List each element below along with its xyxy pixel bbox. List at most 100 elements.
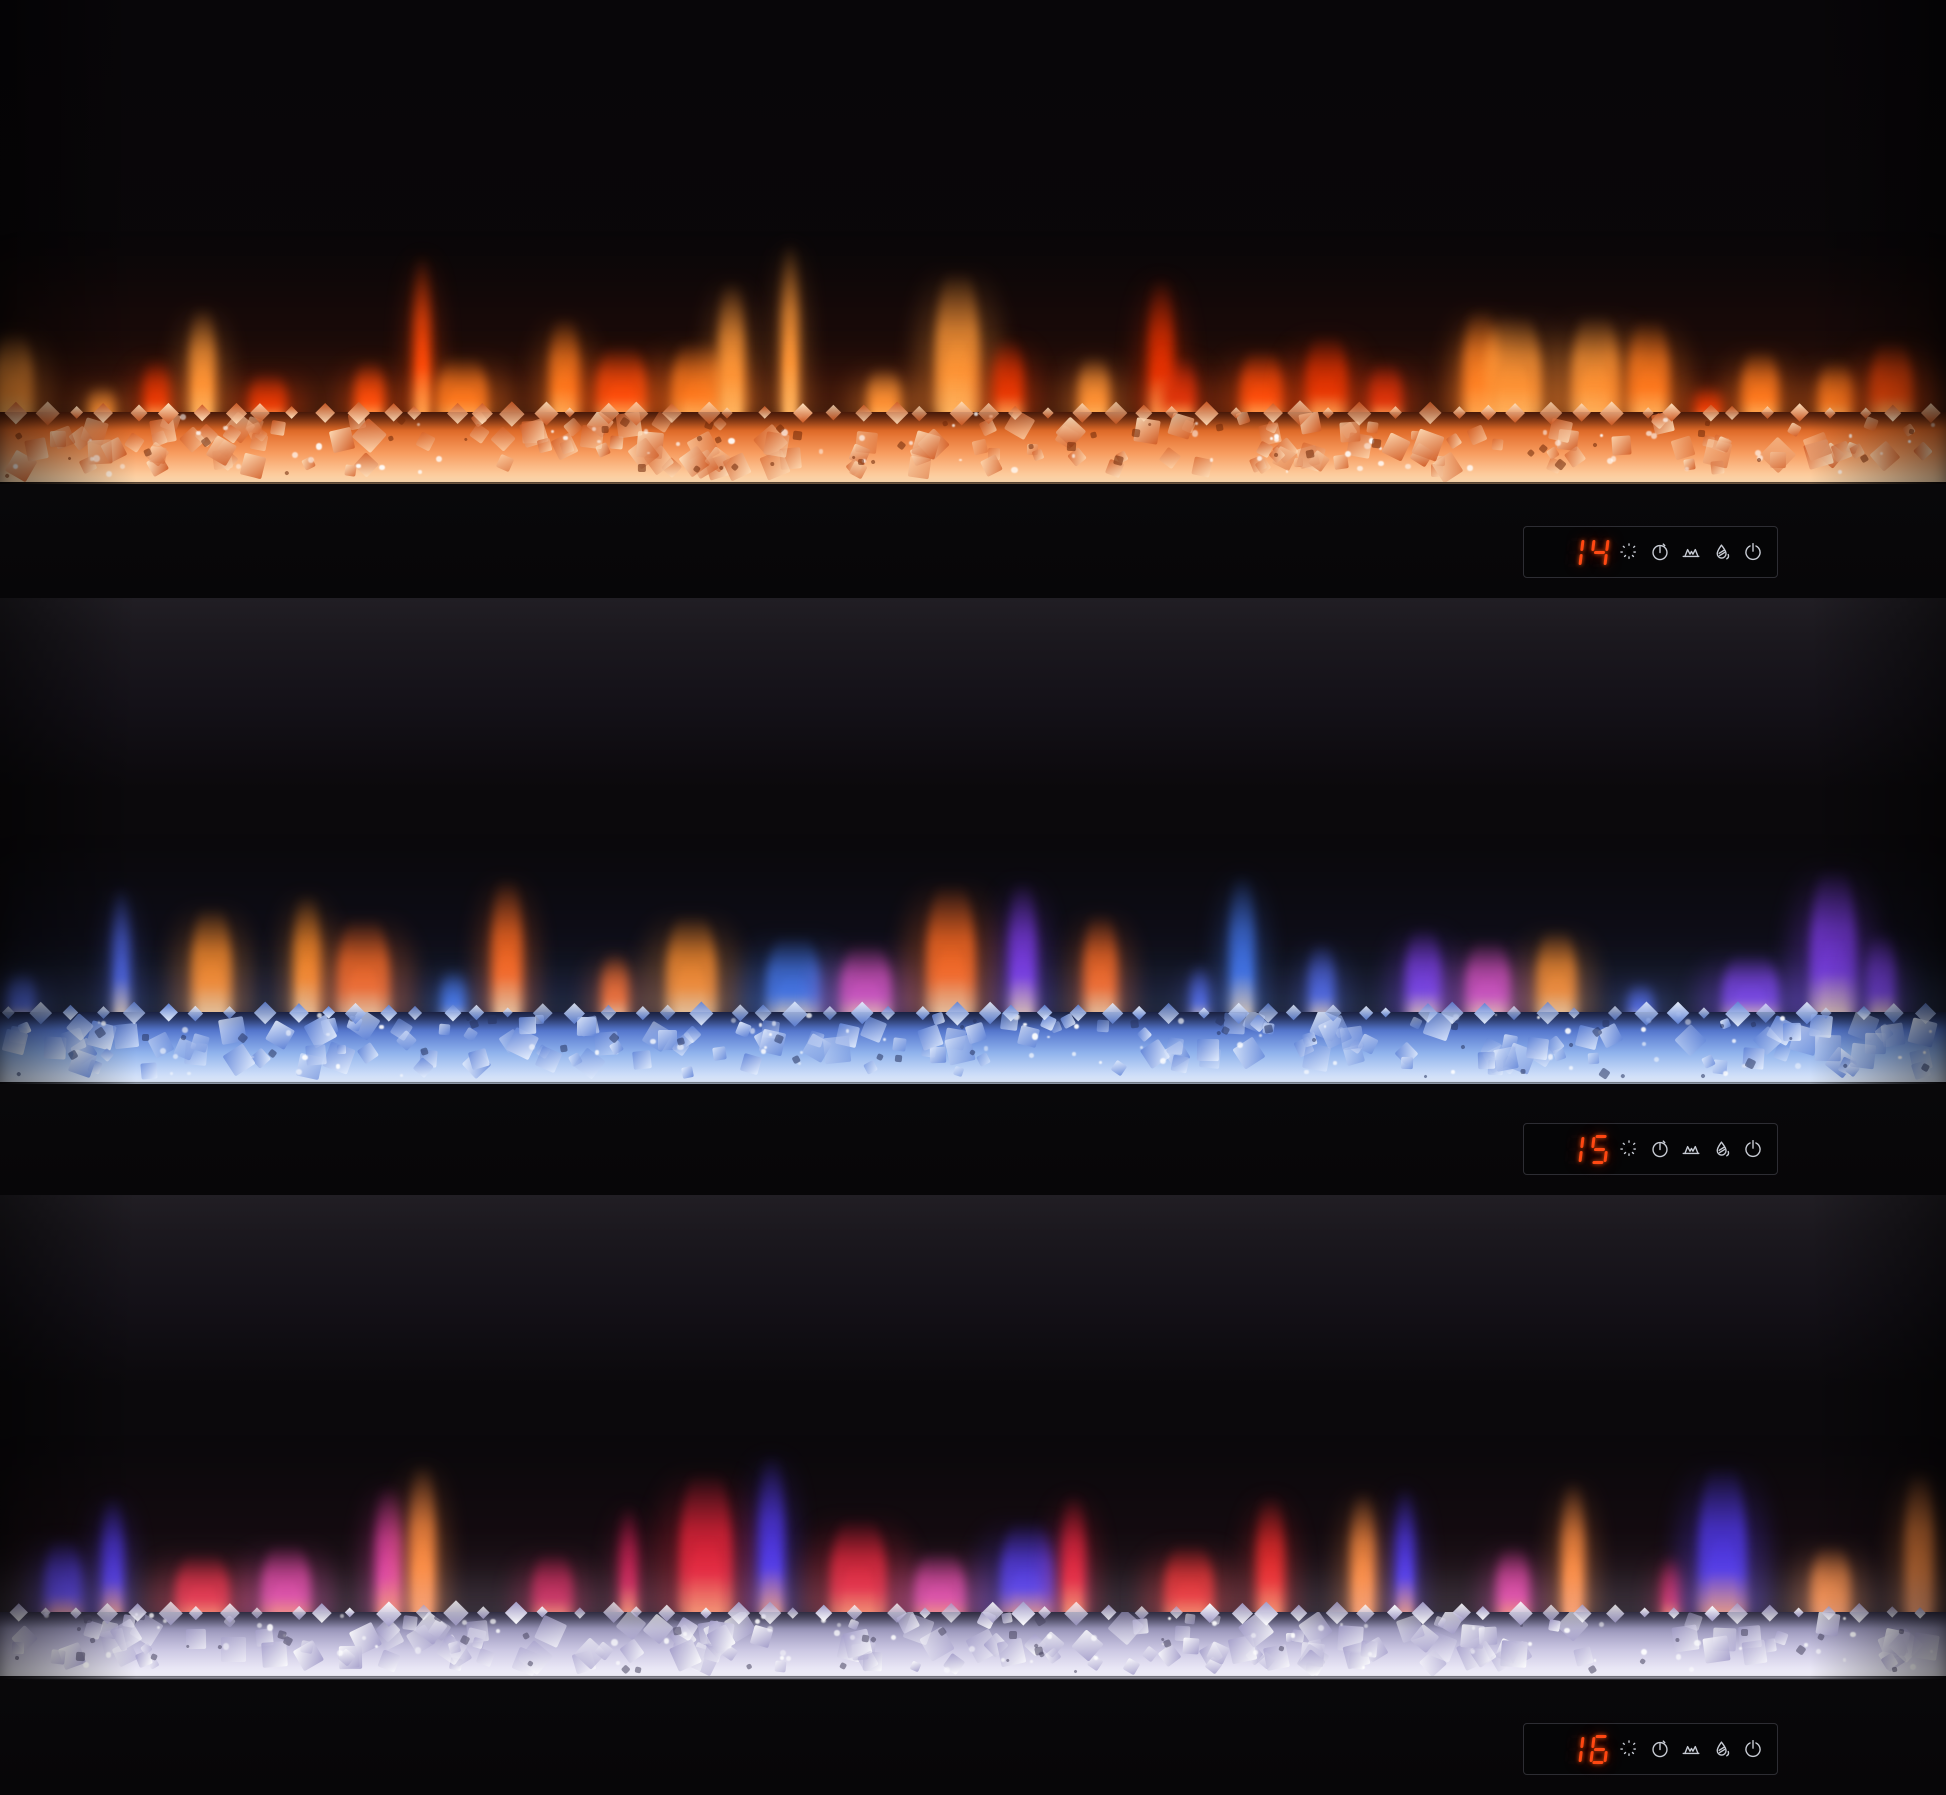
crystal-highlight <box>1685 467 1690 471</box>
crystal-shadow-speck <box>861 1634 869 1642</box>
temperature-display <box>1564 1734 1610 1764</box>
seg-e <box>1589 553 1594 565</box>
crystal-facet <box>2 1028 29 1056</box>
crystal-fill <box>0 412 1946 482</box>
crystal-shadow-speck <box>1028 443 1034 449</box>
flame-effect-icon[interactable] <box>1680 1738 1702 1760</box>
touch-controls <box>1618 1738 1764 1760</box>
crystal-facet <box>739 1053 762 1075</box>
crystal-shadow-speck <box>896 441 907 451</box>
crystal-facet <box>631 1050 652 1070</box>
crystal-facet <box>1301 1043 1331 1073</box>
power-icon[interactable] <box>1742 1738 1764 1760</box>
crystal-highlight <box>235 464 241 470</box>
crystal-highlight <box>1642 1041 1647 1047</box>
power-icon[interactable] <box>1742 541 1764 563</box>
timer-icon[interactable] <box>1649 1738 1671 1760</box>
crystal-shadow-speck <box>1521 1068 1526 1074</box>
crystal-facet <box>1445 433 1463 450</box>
crystal-facet <box>1526 1036 1550 1060</box>
crystal-facet <box>1849 1042 1877 1070</box>
seg-f <box>1566 1736 1571 1748</box>
crystal-facet <box>681 1066 694 1079</box>
seg-b <box>1580 1736 1585 1748</box>
crystal-highlight <box>1378 460 1384 467</box>
crystal-highlight <box>615 1660 620 1665</box>
heater-icon[interactable] <box>1711 541 1733 563</box>
crystal-highlight <box>683 1632 687 1636</box>
crystal-facet <box>1031 448 1045 462</box>
timer-icon[interactable] <box>1649 541 1671 563</box>
fireplace-front-panel: 14 <box>0 484 1946 598</box>
crystal-shadow-speck <box>559 1044 568 1053</box>
crystal-highlight <box>490 1618 496 1625</box>
crystal-highlight <box>93 455 100 462</box>
touch-controls <box>1618 541 1764 563</box>
crystal-facet <box>1702 438 1733 468</box>
crystal-facet <box>1096 1019 1110 1033</box>
crystal-facet <box>907 455 933 480</box>
crystal-fill <box>0 1612 1946 1676</box>
crystal-highlight <box>1930 422 1935 427</box>
crystal-highlight <box>307 456 314 463</box>
crystal-shadow-speck <box>1371 438 1382 448</box>
crystal-highlight <box>836 1622 842 1628</box>
crystal-facet <box>328 426 355 453</box>
crystal-facet <box>356 1042 380 1065</box>
crystal-highlight <box>663 1638 670 1644</box>
crystal-highlight <box>337 1649 344 1656</box>
crystal-shadow-speck <box>1588 1665 1598 1675</box>
crystal-facet <box>1110 1059 1127 1077</box>
crystal-shadow-speck <box>75 1651 85 1661</box>
crystal-facet <box>1500 1639 1528 1668</box>
heater-icon[interactable] <box>1711 1738 1733 1760</box>
seg-digit <box>1589 1134 1610 1164</box>
crystal-fill <box>0 1012 1946 1082</box>
crystal-highlight <box>1405 463 1411 470</box>
crystal-shadow-speck <box>1568 1042 1575 1048</box>
crystal-highlight <box>292 451 299 458</box>
crystal-highlight <box>326 1032 330 1036</box>
brightness-icon[interactable] <box>1618 1138 1640 1160</box>
crystal-shadow-speck <box>1699 1073 1706 1079</box>
crystal-shadow-speck <box>14 431 23 440</box>
seg-c <box>1603 553 1608 565</box>
crystal-highlight <box>1593 1659 1597 1663</box>
crystal-highlight <box>1333 1061 1337 1065</box>
crystal-highlight <box>968 1646 975 1653</box>
crystal-highlight <box>315 443 322 450</box>
crystal-highlight <box>1600 433 1603 437</box>
crystal-shadow-speck <box>83 1614 93 1624</box>
crystal-facet <box>220 1637 246 1663</box>
crystal-facet <box>855 431 879 455</box>
seg-f <box>1566 539 1571 551</box>
heater-icon[interactable] <box>1711 1138 1733 1160</box>
power-icon[interactable] <box>1742 1138 1764 1160</box>
crystal-facet <box>1071 1628 1104 1662</box>
crystal-shadow-speck <box>876 1053 884 1062</box>
crystal-highlight <box>379 1025 384 1030</box>
seg-a <box>1595 1734 1608 1738</box>
timer-icon[interactable] <box>1649 1138 1671 1160</box>
crystal-highlight <box>1599 1622 1605 1628</box>
seg-b <box>1605 1136 1610 1148</box>
brightness-icon[interactable] <box>1618 1738 1640 1760</box>
flame-effect-icon[interactable] <box>1680 541 1702 563</box>
crystal-facet <box>609 435 624 450</box>
seg-d <box>1592 1160 1604 1164</box>
temperature-display <box>1564 537 1610 567</box>
crystal-facet <box>774 1660 787 1673</box>
crystal-facet <box>1123 1657 1141 1676</box>
crystal-highlight <box>772 1021 777 1026</box>
flame-effect-icon[interactable] <box>1680 1138 1702 1160</box>
crystal-facet <box>1140 1038 1171 1069</box>
crystal-shadow-speck <box>67 456 72 461</box>
brightness-icon[interactable] <box>1618 541 1640 563</box>
crystal-facet <box>1597 1022 1624 1049</box>
crystal-highlight <box>529 1044 536 1051</box>
crystal-shadow-speck <box>1215 423 1225 432</box>
seg-e <box>1589 1750 1594 1762</box>
crystal-shadow-speck <box>838 1662 848 1671</box>
crystal-facet <box>1477 1051 1496 1070</box>
crystal-highlight <box>105 470 113 478</box>
